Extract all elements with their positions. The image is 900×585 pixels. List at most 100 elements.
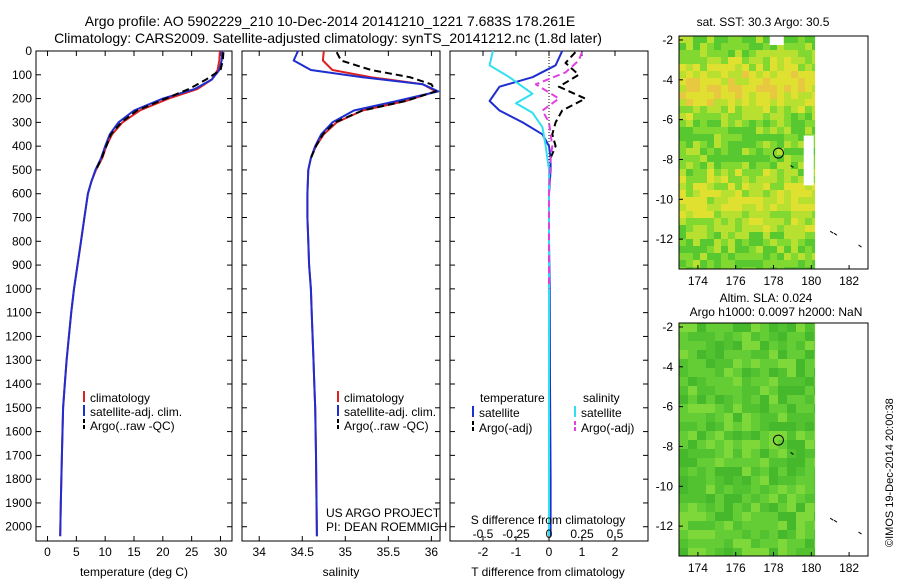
sst-cell — [693, 148, 700, 155]
sla-cell — [688, 323, 697, 332]
sst-cell — [798, 246, 805, 253]
sla-cell — [760, 494, 769, 503]
sla-cell — [787, 377, 796, 386]
salinity-xtick-label: 34 — [253, 545, 267, 559]
sst-cell — [693, 225, 700, 232]
sst-cell — [707, 246, 714, 253]
sst-cell — [791, 141, 798, 148]
sst-cell — [805, 190, 812, 197]
sla-cell — [787, 467, 796, 476]
sst-cell — [798, 148, 805, 155]
sla-cell — [814, 530, 816, 539]
sst-cell — [770, 253, 777, 260]
sst-cell — [777, 148, 784, 155]
sst-cell — [756, 176, 763, 183]
sst-cell — [763, 218, 770, 225]
sla-cell — [724, 395, 733, 404]
sst-cell — [777, 85, 784, 92]
sst-cell — [742, 92, 749, 99]
sst-cell — [735, 148, 742, 155]
sst-cell — [749, 85, 756, 92]
sla-cell — [688, 440, 697, 449]
sst-cell — [742, 197, 749, 204]
depth-tick-label: 900 — [12, 258, 32, 272]
temperature-legend-label: climatology — [90, 391, 150, 405]
sst-cell — [784, 43, 791, 50]
sla-xtick-label: 182 — [839, 561, 859, 575]
sst-cell — [707, 106, 714, 113]
sst-cell — [721, 197, 728, 204]
sst-cell — [742, 57, 749, 64]
sla-cell — [724, 341, 733, 350]
sst-cell — [714, 57, 721, 64]
sst-cell — [735, 134, 742, 141]
legend-title-temperature: temperature — [480, 391, 545, 405]
sla-cell — [715, 386, 724, 395]
sla-ytick-label: -8 — [662, 439, 673, 453]
temperature-legend-label: Argo(..raw -QC) — [90, 419, 175, 433]
sla-cell — [697, 494, 706, 503]
sla-cell — [805, 467, 814, 476]
sst-cell — [798, 85, 805, 92]
depth-tick-label: 1000 — [5, 282, 32, 296]
sst-cell — [728, 85, 735, 92]
sst-cell — [763, 120, 770, 127]
sla-cell — [697, 476, 706, 485]
sla-cell — [715, 431, 724, 440]
sla-cell — [697, 404, 706, 413]
sla-cell — [697, 467, 706, 476]
sst-cell — [721, 204, 728, 211]
sst-cell — [721, 64, 728, 71]
salinity-plot-area: 34 34.5 35 35.5 36 — [242, 50, 440, 559]
sla-cell — [688, 368, 697, 377]
sla-cell — [778, 521, 787, 530]
sst-cell — [763, 127, 770, 134]
sla-cell — [760, 404, 769, 413]
sst-island — [833, 232, 838, 236]
sst-cell — [707, 43, 714, 50]
sst-cell — [770, 246, 777, 253]
sla-cell — [805, 359, 814, 368]
difference-panel: -2 -1 0 1 2 S difference from climatology -0… — [449, 50, 649, 579]
sla-cell — [778, 341, 787, 350]
sst-cell — [763, 190, 770, 197]
sst-cell — [728, 57, 735, 64]
sst-cell — [749, 127, 756, 134]
sla-cell — [706, 386, 715, 395]
sla-cell — [814, 341, 816, 350]
sst-cell — [784, 176, 791, 183]
sst-cell — [679, 176, 686, 183]
sst-cell — [770, 120, 777, 127]
difference-top-ticks: -0.5 -0.25 0 0.25 0.5 — [473, 527, 624, 541]
sla-cell — [715, 539, 724, 548]
title-line-1: Argo profile: AO 5902229_210 10-Dec-2014… — [85, 13, 575, 29]
sla-cell — [679, 458, 688, 467]
sla-cell — [724, 539, 733, 548]
sla-cell — [751, 449, 760, 458]
sst-cell — [777, 183, 784, 190]
sla-cell — [778, 377, 787, 386]
sst-cell — [721, 113, 728, 120]
sst-cell — [707, 176, 714, 183]
sst-cell — [686, 260, 693, 267]
sst-cell — [798, 176, 805, 183]
sla-cell — [805, 386, 814, 395]
sla-cell — [679, 548, 688, 556]
sst-cell — [742, 176, 749, 183]
sla-cell — [769, 539, 778, 548]
salinity-series-climatology — [306, 50, 437, 537]
depth-tick-label: 0 — [25, 44, 32, 58]
sla-cell — [742, 512, 751, 521]
sst-cell — [770, 99, 777, 106]
sla-cell — [769, 413, 778, 422]
sst-cell — [784, 225, 791, 232]
sla-cell — [787, 476, 796, 485]
sst-cell — [742, 225, 749, 232]
sst-cell — [756, 92, 763, 99]
sla-cell — [787, 395, 796, 404]
sst-cell — [812, 197, 816, 204]
sla-cell — [706, 332, 715, 341]
sst-cell — [721, 260, 728, 267]
sla-cell — [679, 512, 688, 521]
sst-cell — [777, 141, 784, 148]
